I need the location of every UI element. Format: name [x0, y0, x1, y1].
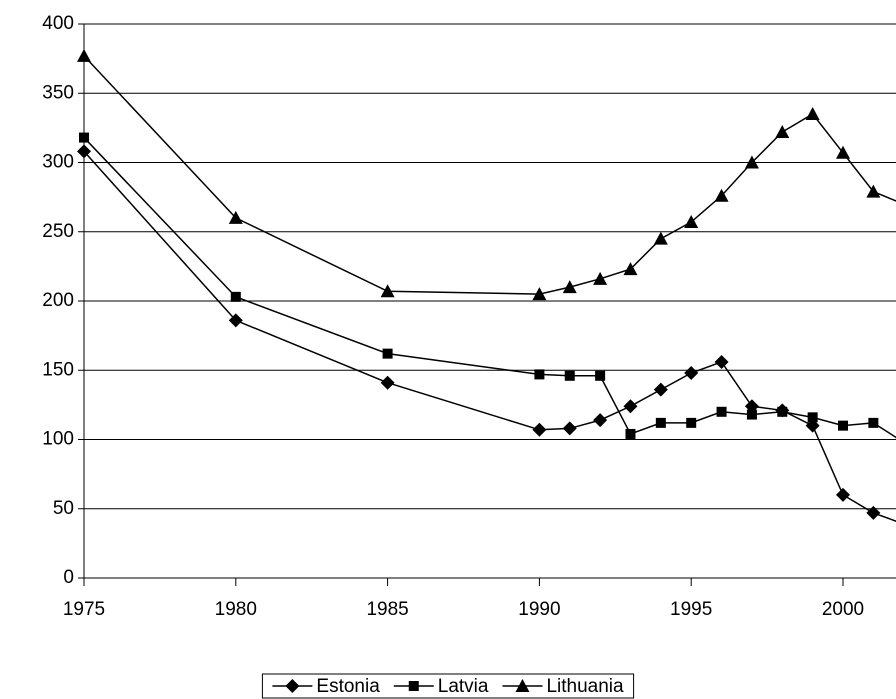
marker	[562, 421, 577, 436]
marker	[564, 370, 575, 381]
marker	[716, 406, 727, 417]
marker	[684, 366, 699, 381]
marker	[515, 679, 530, 692]
marker	[285, 679, 300, 693]
y-tick-label: 350	[42, 82, 74, 103]
x-tick-label: 1980	[215, 599, 257, 620]
x-tick-label: 1995	[670, 599, 712, 620]
marker	[593, 271, 608, 285]
marker	[623, 262, 638, 276]
marker	[775, 125, 790, 139]
series-line	[83, 137, 896, 439]
y-tick-label: 400	[42, 13, 74, 34]
marker	[653, 382, 668, 397]
marker	[228, 313, 243, 328]
marker	[77, 48, 91, 62]
marker	[744, 155, 759, 169]
marker	[836, 145, 850, 159]
marker	[532, 287, 547, 301]
marker	[653, 231, 668, 245]
marker	[625, 428, 636, 439]
marker	[534, 369, 545, 380]
y-tick-label: 150	[42, 359, 74, 380]
marker	[714, 354, 729, 369]
y-tick-label: 50	[53, 498, 74, 519]
legend-label: Lithuania	[546, 676, 624, 697]
marker	[532, 422, 547, 437]
x-tick-label: 2000	[822, 599, 864, 620]
marker	[868, 417, 879, 428]
y-tick-label: 0	[63, 567, 74, 588]
marker	[655, 417, 666, 428]
marker	[408, 681, 419, 691]
marker	[805, 107, 820, 121]
legend-label: Latvia	[438, 676, 489, 697]
legend-label: Estonia	[316, 676, 380, 697]
marker	[230, 291, 241, 302]
y-tick-label: 200	[42, 290, 74, 311]
legend-box	[261, 673, 635, 699]
marker	[382, 348, 393, 359]
legend: Estonia Latvia Lithuania	[261, 673, 635, 699]
series-line	[83, 150, 896, 522]
marker	[623, 399, 638, 414]
marker	[746, 409, 757, 420]
marker	[593, 413, 608, 428]
marker	[228, 210, 243, 224]
marker	[77, 144, 91, 159]
marker	[866, 505, 881, 520]
marker	[807, 412, 818, 423]
marker	[684, 215, 699, 229]
x-tick-label: 1985	[366, 599, 408, 620]
marker	[595, 370, 606, 381]
y-tick-label: 100	[42, 429, 74, 450]
x-tick-label: 1990	[518, 599, 560, 620]
y-tick-label: 250	[42, 221, 74, 242]
marker	[380, 375, 395, 390]
marker	[686, 417, 697, 428]
y-tick-label: 300	[42, 152, 74, 173]
marker	[79, 132, 89, 143]
series-line	[83, 55, 896, 295]
marker	[777, 406, 788, 417]
marker	[836, 487, 850, 502]
marker	[838, 420, 848, 431]
marker	[714, 188, 729, 202]
marker	[562, 280, 577, 294]
marker	[380, 284, 395, 298]
marker	[866, 184, 881, 198]
x-tick-label: 1975	[63, 599, 105, 620]
